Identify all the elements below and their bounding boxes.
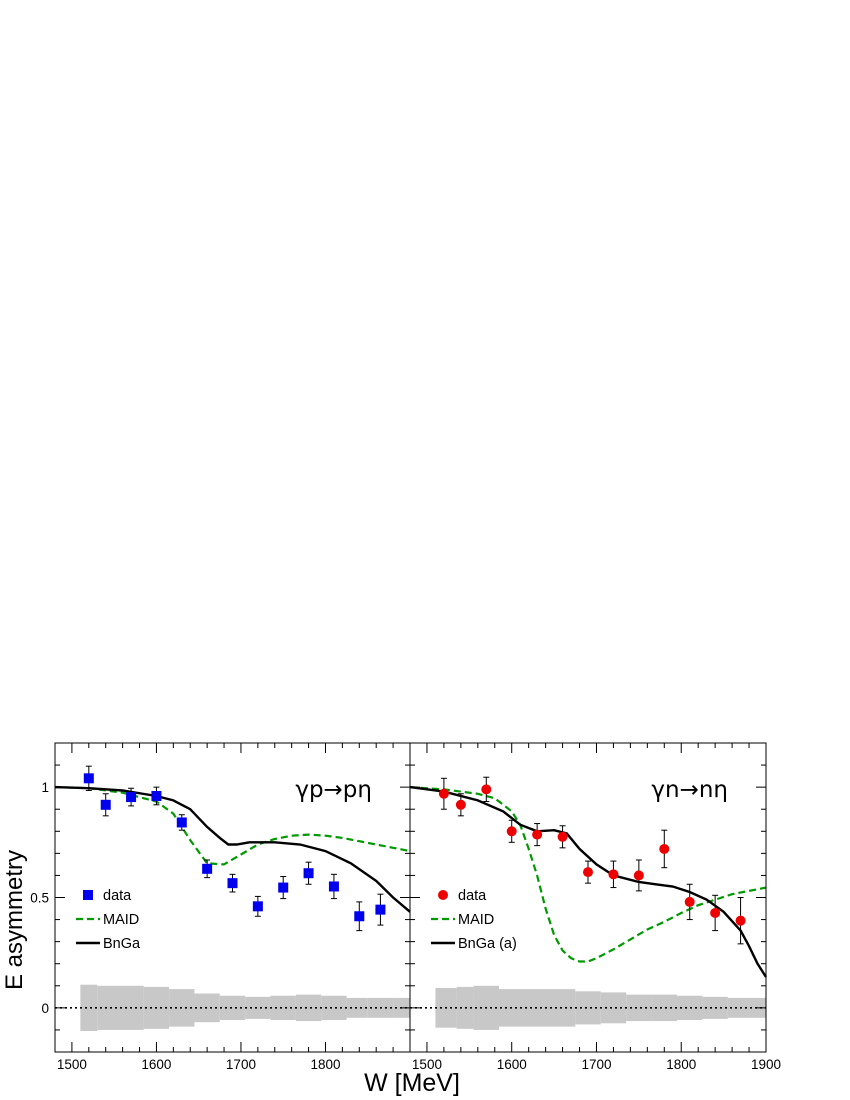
systematic-bar bbox=[626, 994, 652, 1022]
legend-label-bnga: BnGa (a) bbox=[458, 936, 517, 952]
xlabel: W [MeV] bbox=[364, 1069, 460, 1097]
data-point bbox=[375, 904, 386, 915]
x-tick-label: 1700 bbox=[226, 1057, 256, 1072]
data-point bbox=[83, 773, 94, 784]
data-point bbox=[684, 896, 695, 907]
reaction-label: γp→pη bbox=[295, 777, 372, 803]
x-tick-label: 1800 bbox=[666, 1057, 696, 1072]
left-panel: 1500 1600 1700 1800 0 0.5 1 γp→pη data MAID BnGa bbox=[30, 742, 411, 1072]
maid-curve bbox=[409, 786, 767, 963]
systematic-bar bbox=[600, 992, 627, 1024]
data-point bbox=[438, 788, 449, 799]
y-tick-label: 0.5 bbox=[30, 891, 49, 906]
data-series bbox=[438, 776, 746, 945]
legend-label-maid: MAID bbox=[458, 912, 494, 928]
data-point bbox=[557, 831, 568, 842]
data-point bbox=[278, 882, 289, 893]
data-point bbox=[735, 915, 746, 926]
legend-label-data: data bbox=[103, 888, 132, 904]
data-point bbox=[328, 881, 339, 892]
data-point bbox=[151, 790, 162, 801]
x-tick-label: 1600 bbox=[141, 1057, 171, 1072]
data-series bbox=[83, 765, 386, 932]
systematic-bar bbox=[270, 995, 296, 1020]
legend-label-bnga: BnGa bbox=[103, 936, 141, 952]
x-tick-label: 1600 bbox=[497, 1057, 527, 1072]
data-point bbox=[252, 901, 263, 912]
legend: data MAID BnGa (a) bbox=[431, 888, 517, 952]
bnga-curve bbox=[54, 785, 411, 913]
reaction-label: γn→nη bbox=[651, 777, 728, 803]
x-tick-label: 1500 bbox=[412, 1057, 442, 1072]
data-point bbox=[633, 870, 644, 881]
x-tick-label: 1800 bbox=[310, 1057, 340, 1072]
y-tick-label: 1 bbox=[41, 780, 49, 795]
data-point bbox=[608, 869, 619, 880]
legend: data MAID BnGa bbox=[76, 888, 141, 952]
data-point bbox=[303, 868, 314, 879]
data-point bbox=[354, 911, 365, 922]
data-point bbox=[481, 784, 492, 795]
systematic-bar bbox=[346, 997, 368, 1018]
x-tick-label: 1500 bbox=[57, 1057, 87, 1072]
systematic-bar bbox=[80, 984, 98, 1032]
data-point bbox=[583, 867, 593, 878]
data-point bbox=[506, 826, 517, 837]
legend-label-maid: MAID bbox=[103, 912, 139, 928]
legend-marker-data bbox=[83, 890, 93, 900]
data-point bbox=[227, 878, 238, 889]
data-point bbox=[176, 817, 187, 828]
legend-marker-data bbox=[438, 890, 448, 900]
right-panel: 1500 1600 1700 1800 1900 γn→nη data MAID BnGa (a… bbox=[409, 742, 781, 1072]
ylabel: E asymmetry bbox=[1, 850, 28, 990]
data-point bbox=[455, 799, 466, 810]
y-tick-label: 0 bbox=[41, 1001, 49, 1016]
data-point bbox=[532, 829, 543, 840]
data-point bbox=[202, 863, 213, 874]
systematic-band bbox=[80, 984, 410, 1032]
data-point bbox=[126, 792, 137, 803]
data-point bbox=[710, 907, 721, 918]
data-point bbox=[659, 843, 670, 854]
data-point bbox=[100, 799, 111, 810]
x-tick-label: 1700 bbox=[581, 1057, 611, 1072]
systematic-bar bbox=[727, 997, 750, 1018]
systematic-bar bbox=[245, 996, 271, 1019]
systematic-bar bbox=[295, 994, 322, 1022]
legend-label-data: data bbox=[458, 888, 487, 904]
x-tick-label: 1900 bbox=[751, 1057, 781, 1072]
